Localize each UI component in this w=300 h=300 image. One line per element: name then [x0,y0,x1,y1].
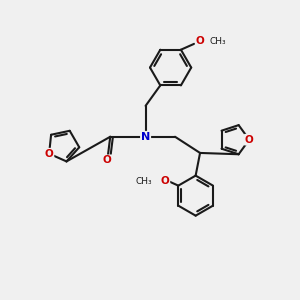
Text: O: O [161,176,170,186]
Text: O: O [245,135,254,145]
Text: CH₃: CH₃ [210,37,226,46]
Text: O: O [196,37,204,46]
Text: N: N [141,132,150,142]
Text: CH₃: CH₃ [135,177,152,186]
Text: O: O [103,155,112,165]
Text: O: O [45,149,53,159]
